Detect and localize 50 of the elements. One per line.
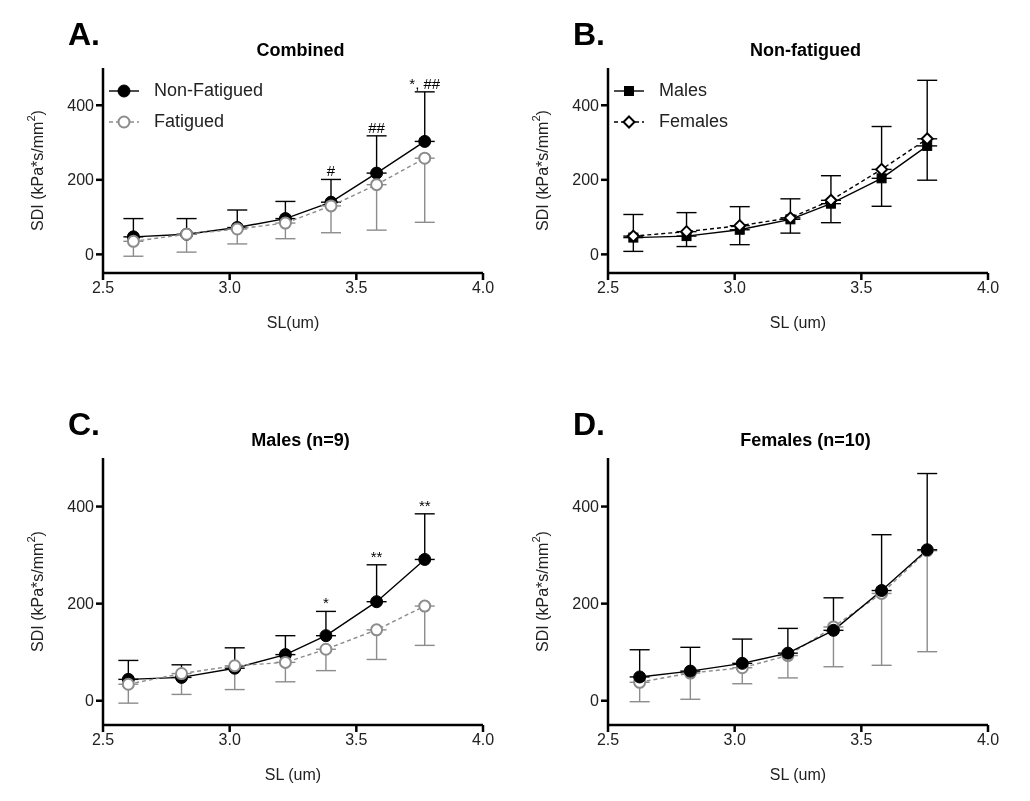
text: C. — [68, 406, 100, 443]
text: D. — [573, 406, 605, 443]
x-tick-label: 2.5 — [91, 279, 115, 297]
x-tick-label: 4.0 — [471, 279, 495, 297]
y-tick-label: 0 — [85, 692, 95, 710]
x-axis-title: SL (um) — [769, 766, 827, 783]
text: B. — [573, 16, 605, 53]
x-tick-label: 3.5 — [345, 279, 368, 297]
legend-label: Females — [659, 111, 729, 132]
data-label: ** — [370, 547, 383, 565]
chart-title: Non-fatigued — [750, 40, 861, 60]
legend-label: Non-Fatigued — [154, 80, 264, 101]
data-label: * — [323, 594, 330, 612]
x-tick-label: 2.5 — [91, 731, 115, 749]
data-label: # — [326, 162, 336, 180]
x-tick-label: 4.0 — [976, 279, 1000, 297]
x-tick-label: 3.5 — [850, 279, 873, 297]
x-tick-label: 2.5 — [596, 279, 620, 297]
x-tick-label: 3.0 — [218, 731, 241, 749]
y-tick-label: 0 — [590, 246, 600, 264]
data-label: ** — [418, 496, 431, 514]
x-tick-label: 4.0 — [976, 731, 1000, 749]
data-label: ## — [368, 118, 386, 136]
x-axis-title: SL (um) — [264, 766, 322, 783]
legend-label: Fatigued — [154, 111, 225, 132]
x-tick-label: 4.0 — [471, 731, 495, 749]
y-tick-label: 200 — [572, 171, 600, 189]
x-tick-label: 3.0 — [218, 279, 241, 297]
chart-title: Males (n=9) — [251, 430, 350, 450]
y-tick-label: 200 — [67, 171, 95, 189]
y-tick-label: 0 — [85, 246, 95, 264]
x-tick-label: 3.0 — [723, 731, 746, 749]
data-label: *, ## — [409, 74, 441, 92]
y-tick-label: 0 — [590, 692, 600, 710]
x-axis-title: SL (um) — [769, 314, 827, 331]
x-tick-label: 2.5 — [596, 731, 620, 749]
y-tick-label: 200 — [572, 595, 600, 613]
text: A. — [68, 16, 100, 53]
y-tick-label: 400 — [572, 498, 600, 516]
x-tick-label: 3.5 — [345, 731, 368, 749]
legend-label: Males — [659, 80, 708, 101]
y-tick-label: 400 — [572, 96, 600, 114]
y-tick-label: 400 — [67, 498, 95, 516]
y-tick-label: 200 — [67, 595, 95, 613]
x-tick-label: 3.0 — [723, 279, 746, 297]
chart-title: Females (n=10) — [740, 430, 871, 450]
x-tick-label: 3.5 — [850, 731, 873, 749]
x-axis-title: SL(um) — [266, 314, 320, 331]
chart-title: Combined — [256, 40, 345, 60]
y-tick-label: 400 — [67, 96, 95, 114]
